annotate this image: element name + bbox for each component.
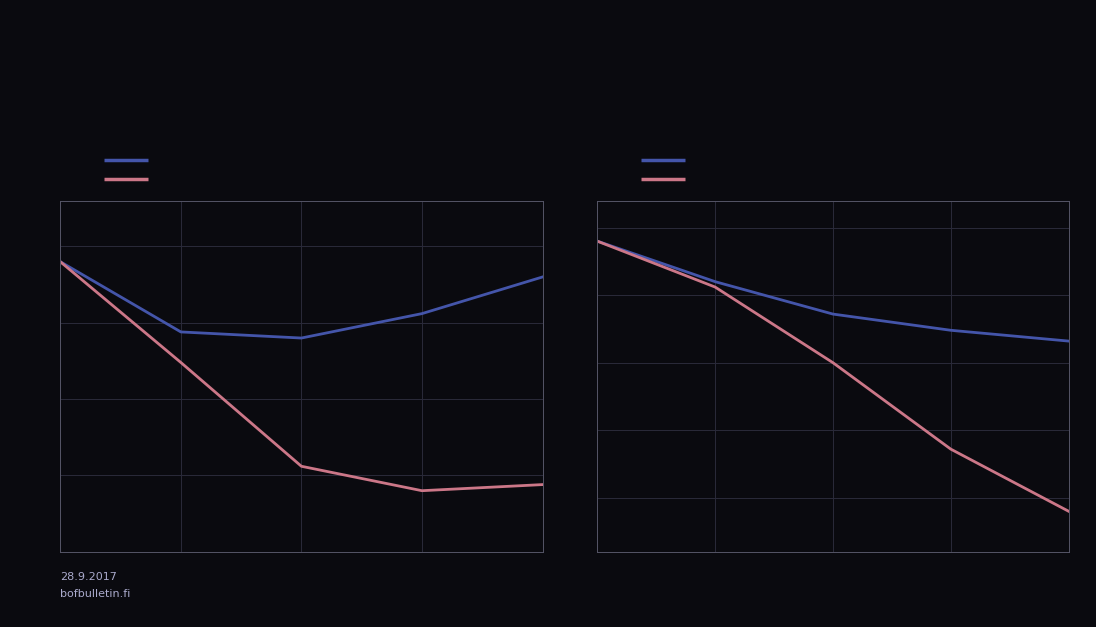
Text: 28.9.2017: 28.9.2017 [60,572,117,582]
Text: bofbulletin.fi: bofbulletin.fi [60,589,130,599]
